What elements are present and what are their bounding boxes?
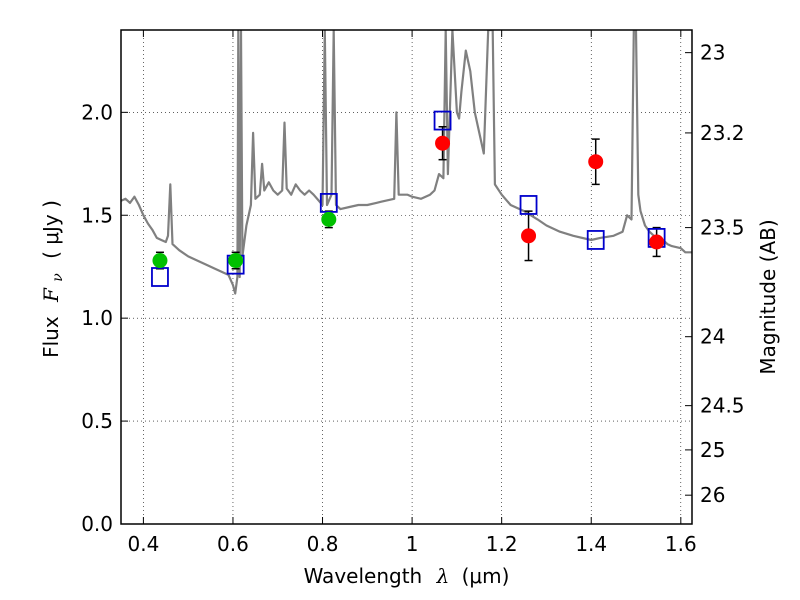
y2-tick-label: 24 xyxy=(700,325,725,349)
y-axis-label-subscript: ν xyxy=(50,273,66,282)
model-photometry-box xyxy=(586,230,605,250)
observed-point-green xyxy=(228,253,244,269)
x-tick-label: 1.2 xyxy=(486,532,518,556)
y2-tick-label: 25 xyxy=(700,438,725,462)
model-spectrum xyxy=(121,30,692,295)
axis-ticks: 0.4 0.6 0.8 1 1.2 1.4 1.6 0.0 0.5 1.0 1.5 2.0 23 23.2… xyxy=(81,30,745,556)
observed-point-red xyxy=(435,135,451,151)
observed-point-red xyxy=(521,228,537,244)
x-tick-label: 1.6 xyxy=(665,532,697,556)
y2-tick-label: 23 xyxy=(700,41,725,65)
x-axis-label-symbol: λ xyxy=(436,564,450,588)
observed-point-red xyxy=(588,154,604,170)
x-axis-label-text: Wavelength xyxy=(304,564,423,588)
observed-point-green xyxy=(321,211,337,227)
model-photometry-box xyxy=(151,267,169,287)
y-axis-label-symbol: F xyxy=(39,287,63,303)
y-tick-label: 2.0 xyxy=(81,100,113,124)
spectrum-line xyxy=(121,30,692,295)
y-tick-label: 0.5 xyxy=(81,409,113,433)
x-tick-label: 0.6 xyxy=(217,532,249,556)
y2-tick-label: 26 xyxy=(700,483,725,507)
y-axis-label-unit: ( μJy ) xyxy=(39,200,63,259)
model-photometry-box xyxy=(519,195,538,215)
x-tick-label: 1.4 xyxy=(575,532,607,556)
x-axis-label-unit: (μm) xyxy=(462,564,510,588)
grid xyxy=(121,30,692,525)
model-photometry-box xyxy=(433,110,452,131)
y2-tick-label: 23.2 xyxy=(700,121,745,145)
observed-point-red xyxy=(649,234,665,250)
x-axis-label: Wavelength λ (μm) xyxy=(304,564,510,588)
observed-point-green xyxy=(152,253,168,269)
x-tick-label: 1 xyxy=(406,532,419,556)
x-tick-label: 0.4 xyxy=(127,532,159,556)
y-tick-label: 0.0 xyxy=(81,512,113,536)
y-tick-label: 1.5 xyxy=(81,203,113,227)
photometry-points xyxy=(151,110,666,287)
x-tick-label: 0.8 xyxy=(307,532,339,556)
y2-tick-label: 24.5 xyxy=(700,394,745,418)
y-tick-label: 1.0 xyxy=(81,306,113,330)
y-axis-label-text: Flux xyxy=(39,316,63,358)
y2-axis-label: Magnitude (AB) xyxy=(756,219,780,374)
y2-tick-label: 23.5 xyxy=(700,216,745,240)
y-axis-label: Flux F ν ( μJy ) xyxy=(39,200,67,358)
plot-frame xyxy=(120,29,693,525)
